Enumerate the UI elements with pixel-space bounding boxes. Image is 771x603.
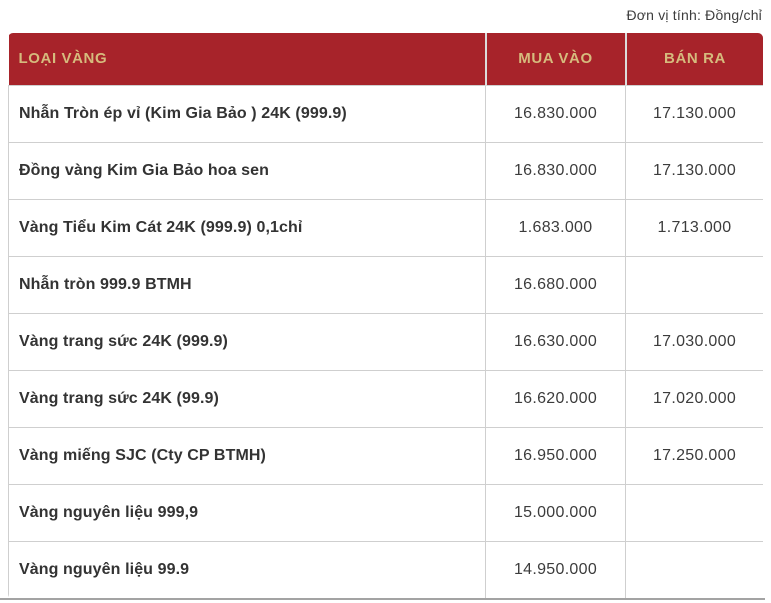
table-row: Vàng trang sức 24K (99.9) 16.620.000 17.… <box>8 369 763 428</box>
gold-type-cell: Vàng Tiểu Kim Cát 24K (999.9) 0,1chỉ <box>8 198 486 257</box>
table-header: LOẠI VÀNG MUA VÀO BÁN RA <box>8 33 763 85</box>
gold-price-table: LOẠI VÀNG MUA VÀO BÁN RA Nhẫn Tròn ép vỉ… <box>8 33 763 599</box>
column-header-sell-price: BÁN RA <box>624 33 763 85</box>
gold-type-cell: Vàng trang sức 24K (999.9) <box>8 312 486 371</box>
sell-price-cell: 17.020.000 <box>625 369 763 428</box>
sell-price-cell: 17.130.000 <box>625 141 763 200</box>
sell-price-cell: 17.130.000 <box>625 84 763 143</box>
sell-price-cell <box>625 540 763 599</box>
table-row: Vàng trang sức 24K (999.9) 16.630.000 17… <box>8 312 763 371</box>
buy-price-cell: 16.830.000 <box>485 141 626 200</box>
gold-type-cell: Vàng trang sức 24K (99.9) <box>8 369 486 428</box>
gold-type-cell: Đồng vàng Kim Gia Bảo hoa sen <box>8 141 486 200</box>
table-body: Nhẫn Tròn ép vỉ (Kim Gia Bảo ) 24K (999.… <box>8 84 763 599</box>
table-row: Vàng miếng SJC (Cty CP BTMH) 16.950.000 … <box>8 426 763 485</box>
buy-price-cell: 15.000.000 <box>485 483 626 542</box>
gold-type-cell: Nhẫn Tròn ép vỉ (Kim Gia Bảo ) 24K (999.… <box>8 84 486 143</box>
buy-price-cell: 16.680.000 <box>485 255 626 314</box>
buy-price-cell: 1.683.000 <box>485 198 626 257</box>
sell-price-cell <box>625 255 763 314</box>
column-header-buy-price: MUA VÀO <box>484 33 626 85</box>
gold-type-cell: Vàng nguyên liệu 999,9 <box>8 483 486 542</box>
buy-price-cell: 16.620.000 <box>485 369 626 428</box>
table-row: Vàng nguyên liệu 999,9 15.000.000 <box>8 483 763 542</box>
gold-type-cell: Nhẫn tròn 999.9 BTMH <box>8 255 486 314</box>
sell-price-cell: 17.250.000 <box>625 426 763 485</box>
table-row: Đồng vàng Kim Gia Bảo hoa sen 16.830.000… <box>8 141 763 200</box>
sell-price-cell <box>625 483 763 542</box>
table-row: Vàng nguyên liệu 99.9 14.950.000 <box>8 540 763 599</box>
table-row: Vàng Tiểu Kim Cát 24K (999.9) 0,1chỉ 1.6… <box>8 198 763 257</box>
gold-type-cell: Vàng miếng SJC (Cty CP BTMH) <box>8 426 486 485</box>
column-header-gold-type: LOẠI VÀNG <box>8 33 486 85</box>
header-row: LOẠI VÀNG MUA VÀO BÁN RA <box>8 33 763 85</box>
page-divider <box>0 598 765 600</box>
buy-price-cell: 16.950.000 <box>485 426 626 485</box>
buy-price-cell: 14.950.000 <box>485 540 626 599</box>
table-row: Nhẫn Tròn ép vỉ (Kim Gia Bảo ) 24K (999.… <box>8 84 763 143</box>
table-row: Nhẫn tròn 999.9 BTMH 16.680.000 <box>8 255 763 314</box>
buy-price-cell: 16.830.000 <box>485 84 626 143</box>
buy-price-cell: 16.630.000 <box>485 312 626 371</box>
sell-price-cell: 17.030.000 <box>625 312 763 371</box>
gold-type-cell: Vàng nguyên liệu 99.9 <box>8 540 486 599</box>
unit-note: Đơn vị tính: Đồng/chỉ <box>626 7 762 23</box>
sell-price-cell: 1.713.000 <box>625 198 763 257</box>
